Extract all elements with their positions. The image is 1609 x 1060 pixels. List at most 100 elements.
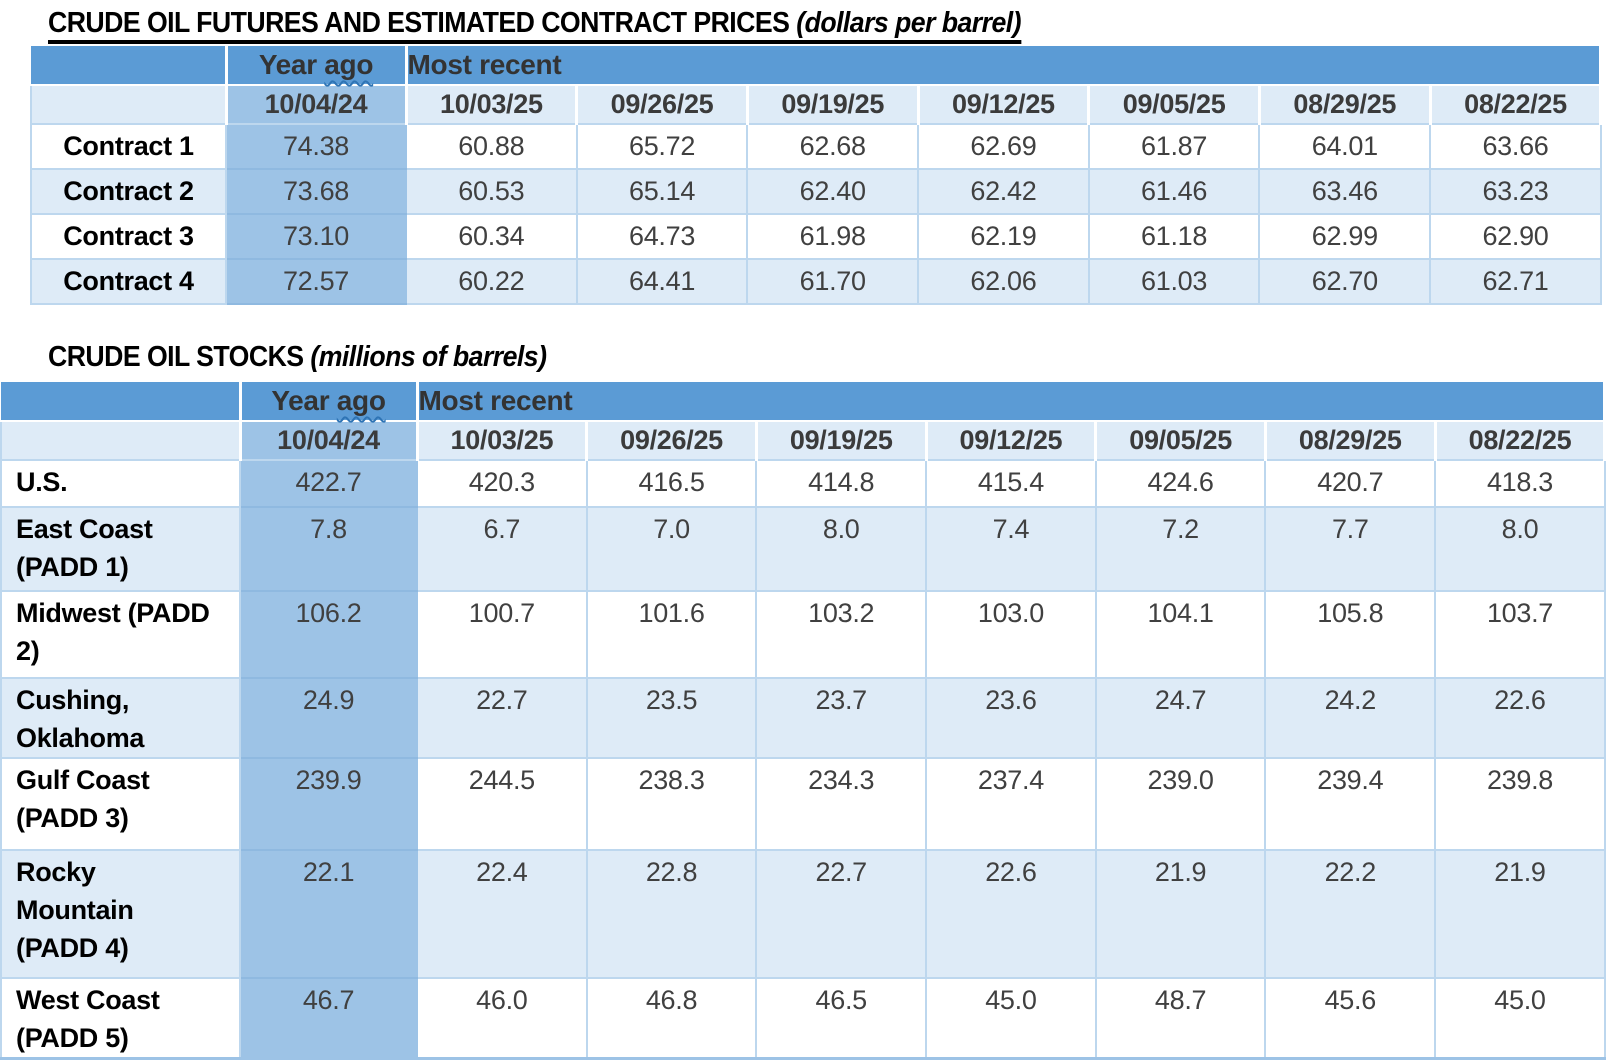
value-cell: 100.7 (416, 590, 588, 679)
stocks-date-header: 09/12/25 (926, 421, 1098, 461)
value-cell: 239.8 (1434, 757, 1606, 851)
futures-most-recent-header: Most recent (406, 46, 1603, 86)
value-cell: 62.70 (1258, 258, 1432, 305)
value-cell: 101.6 (585, 590, 758, 679)
value-cell: 414.8 (755, 459, 928, 508)
value-cell: 61.87 (1087, 123, 1261, 170)
stocks-title-unit: (millions of barrels) (310, 341, 547, 373)
value-cell: 65.14 (575, 168, 749, 215)
year-ago-cell: 422.7 (239, 459, 418, 508)
value-cell: 105.8 (1264, 590, 1437, 679)
ago-word-misspell-squiggle: ago (324, 49, 374, 80)
value-cell: 8.0 (1434, 506, 1606, 592)
value-cell: 60.22 (405, 258, 578, 305)
value-cell: 22.8 (585, 849, 758, 979)
row-label: Contract 3 (30, 213, 227, 260)
table-row: Gulf Coast (PADD 3) 239.9 244.5 238.3 23… (0, 757, 1606, 851)
table-row: U.S. 422.7 420.3 416.5 414.8 415.4 424.6… (0, 459, 1606, 508)
futures-date-header: 10/03/25 (406, 85, 579, 125)
value-cell: 104.1 (1094, 590, 1267, 679)
value-cell: 45.0 (1434, 977, 1606, 1060)
value-cell: 22.7 (755, 849, 928, 979)
row-label: East Coast (PADD 1) (0, 506, 241, 592)
value-cell: 64.73 (575, 213, 749, 260)
value-cell: 62.19 (917, 213, 1090, 260)
value-cell: 22.7 (416, 677, 588, 759)
value-cell: 62.06 (917, 258, 1090, 305)
table-row: Midwest (PADD 2) 106.2 100.7 101.6 103.2… (0, 590, 1606, 679)
year-word: Year (258, 49, 317, 80)
value-cell: 418.3 (1434, 459, 1606, 508)
value-cell: 23.5 (585, 677, 758, 759)
value-cell: 22.4 (416, 849, 588, 979)
row-label: Contract 1 (30, 123, 227, 170)
value-cell: 62.68 (746, 123, 920, 170)
value-cell: 22.2 (1264, 849, 1437, 979)
year-ago-cell: 74.38 (225, 123, 407, 170)
table-row: Contract 2 73.68 60.53 65.14 62.40 62.42… (30, 168, 1602, 215)
value-cell: 61.70 (746, 258, 920, 305)
table-row: West Coast (PADD 5) 46.7 46.0 46.8 46.5 … (0, 977, 1606, 1060)
value-cell: 60.53 (405, 168, 578, 215)
year-ago-cell: 22.1 (239, 849, 418, 979)
value-cell: 61.18 (1087, 213, 1261, 260)
value-cell: 103.0 (925, 590, 1097, 679)
futures-date-header: 09/26/25 (576, 85, 749, 125)
table-row: Contract 1 74.38 60.88 65.72 62.68 62.69… (30, 123, 1602, 170)
futures-year-ago-header: Year ago (226, 46, 408, 86)
value-cell: 8.0 (755, 506, 928, 592)
stocks-date-header: 09/05/25 (1095, 421, 1267, 461)
value-cell: 23.6 (925, 677, 1097, 759)
year-ago-cell: 239.9 (239, 757, 418, 851)
row-label: West Coast (PADD 5) (0, 977, 241, 1060)
value-cell: 420.7 (1264, 459, 1437, 508)
value-cell: 62.71 (1429, 258, 1602, 305)
value-cell: 60.34 (405, 213, 578, 260)
value-cell: 416.5 (585, 459, 758, 508)
stocks-date-header: 09/19/25 (756, 421, 928, 461)
stocks-date-row: 10/04/24 10/03/25 09/26/25 09/19/25 09/1… (0, 421, 1607, 461)
futures-title-unit: (dollars per barrel) (796, 7, 1021, 39)
value-cell: 45.6 (1264, 977, 1437, 1060)
value-cell: 7.2 (1094, 506, 1267, 592)
value-cell: 62.69 (917, 123, 1090, 170)
stocks-title: CRUDE OIL STOCKS (millions of barrels) (48, 341, 1609, 374)
value-cell: 64.41 (575, 258, 749, 305)
value-cell: 6.7 (416, 506, 588, 592)
futures-date-header: 08/22/25 (1430, 85, 1603, 125)
year-ago-cell: 73.68 (225, 168, 407, 215)
year-word: Year (271, 385, 330, 416)
futures-date-header: 09/12/25 (918, 85, 1091, 125)
futures-year-ago-date: 10/04/24 (226, 85, 408, 125)
stocks-year-ago-date: 10/04/24 (240, 421, 419, 461)
stocks-most-recent-header: Most recent (417, 382, 1607, 422)
year-ago-cell: 46.7 (239, 977, 418, 1060)
value-cell: 7.7 (1264, 506, 1437, 592)
year-ago-cell: 106.2 (239, 590, 418, 679)
value-cell: 61.98 (746, 213, 920, 260)
stocks-date-row-label-cell (0, 421, 242, 461)
stocks-date-header: 10/03/25 (417, 421, 589, 461)
stocks-table: Year ago Most recent 10/04/24 10/03/25 0… (0, 382, 1607, 1060)
value-cell: 22.6 (1434, 677, 1606, 759)
value-cell: 234.3 (755, 757, 928, 851)
value-cell: 62.40 (746, 168, 920, 215)
value-cell: 7.4 (925, 506, 1097, 592)
value-cell: 48.7 (1094, 977, 1267, 1060)
futures-date-header: 09/05/25 (1088, 85, 1261, 125)
value-cell: 63.23 (1429, 168, 1602, 215)
futures-title-text: CRUDE OIL FUTURES AND ESTIMATED CONTRACT… (48, 7, 790, 39)
table-row: East Coast (PADD 1) 7.8 6.7 7.0 8.0 7.4 … (0, 506, 1606, 592)
value-cell: 62.99 (1258, 213, 1432, 260)
futures-date-header: 08/29/25 (1259, 85, 1432, 125)
stocks-header-band: Year ago Most recent (1, 382, 1607, 422)
futures-date-header: 09/19/25 (747, 85, 920, 125)
year-ago-cell: 7.8 (239, 506, 418, 592)
value-cell: 103.7 (1434, 590, 1606, 679)
year-ago-cell: 24.9 (239, 677, 418, 759)
ago-word-misspell-squiggle: ago (336, 385, 386, 416)
value-cell: 45.0 (925, 977, 1097, 1060)
futures-title: CRUDE OIL FUTURES AND ESTIMATED CONTRACT… (48, 7, 1609, 44)
value-cell: 46.5 (755, 977, 928, 1060)
value-cell: 239.0 (1094, 757, 1267, 851)
